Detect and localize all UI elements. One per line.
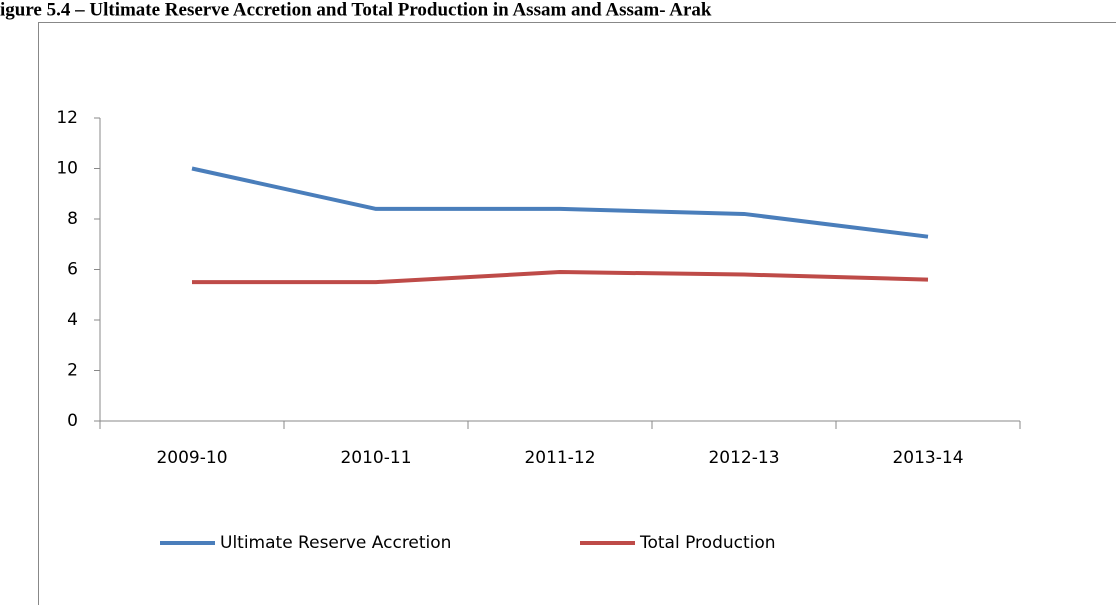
y-tick-label: 4 [67, 310, 78, 330]
legend-label: Ultimate Reserve Accretion [220, 533, 451, 553]
x-tick-label: 2010-11 [340, 448, 411, 468]
y-tick-label: 12 [56, 108, 78, 128]
series-line [192, 270, 929, 285]
chart-title: igure 5.4 – Ultimate Reserve Accretion a… [0, 0, 712, 20]
y-tick-label: 0 [67, 411, 78, 431]
x-tick-label: 2011-12 [524, 448, 595, 468]
y-tick-label: 6 [67, 260, 78, 280]
y-tick-label: 10 [56, 159, 78, 179]
chart-frame [38, 22, 1116, 605]
y-tick-label: 8 [67, 209, 78, 229]
x-tick-label: 2009-10 [156, 448, 227, 468]
legend-label: Total Production [639, 533, 776, 553]
series-line [191, 166, 929, 239]
y-tick-label: 2 [67, 361, 78, 381]
x-tick-label: 2013-14 [892, 448, 963, 468]
x-tick-label: 2012-13 [708, 448, 779, 468]
